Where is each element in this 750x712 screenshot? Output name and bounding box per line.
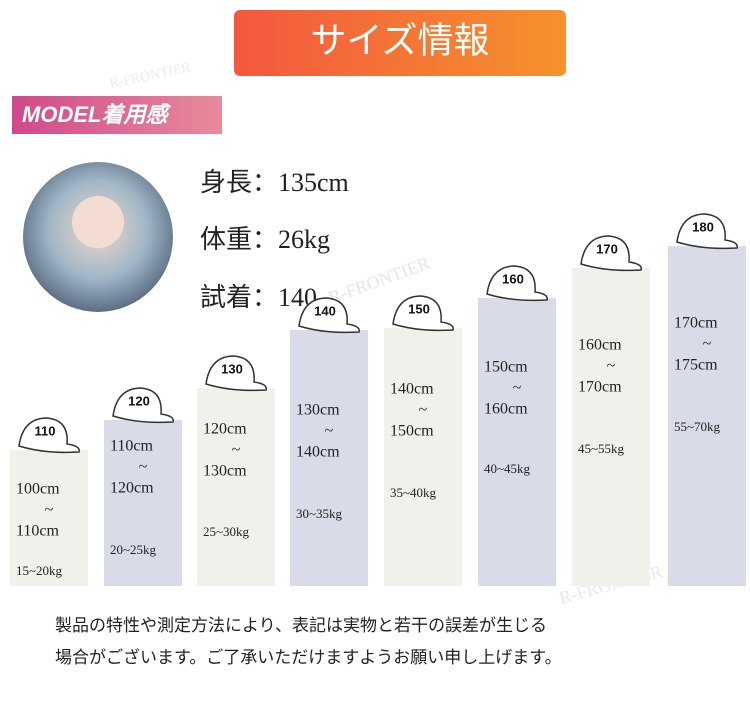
height-range: 170cm — [578, 379, 622, 396]
cap-icon — [298, 297, 360, 334]
height-range: 120cm — [203, 421, 247, 438]
model-stat: 身長：135cm — [200, 168, 349, 197]
model-badge — [12, 96, 222, 134]
weight-range: 55~70kg — [674, 419, 721, 434]
height-range: ~ — [232, 442, 241, 459]
weight-range: 35~40kg — [390, 485, 437, 500]
model-stat: 試着：140 — [200, 283, 317, 312]
cap-size: 130 — [221, 361, 243, 376]
size-column — [668, 246, 746, 586]
size-column — [478, 298, 556, 586]
height-range: 160cm — [578, 337, 622, 354]
height-range: 160cm — [484, 401, 528, 418]
cap-icon — [205, 355, 267, 392]
height-range: 140cm — [296, 444, 340, 461]
cap-icon — [112, 387, 174, 424]
title-box — [234, 10, 566, 76]
height-range: 175cm — [674, 357, 718, 374]
height-range: 110cm — [16, 523, 60, 540]
height-range: ~ — [325, 423, 334, 440]
cap-size: 110 — [35, 423, 56, 438]
height-range: ~ — [513, 380, 522, 397]
cap-size: 170 — [596, 241, 618, 256]
weight-range: 30~35kg — [296, 506, 343, 521]
height-range: 120cm — [110, 480, 154, 497]
height-range: ~ — [45, 502, 54, 519]
weight-range: 40~45kg — [484, 461, 531, 476]
cap-size: 160 — [502, 271, 524, 286]
size-column — [290, 330, 368, 586]
height-range: ~ — [139, 459, 148, 476]
cap-size: 140 — [314, 303, 336, 318]
height-range: 100cm — [16, 481, 60, 498]
height-range: ~ — [607, 358, 616, 375]
size-column — [572, 268, 650, 586]
watermark: R-FRONTIER — [108, 60, 192, 92]
cap-icon — [392, 295, 454, 332]
title: サイズ情報 — [311, 20, 490, 60]
model-face — [72, 196, 124, 248]
cap-icon — [486, 265, 548, 302]
weight-range: 15~20kg — [16, 563, 63, 578]
model-stat: 体重：26kg — [200, 225, 330, 254]
cap-icon — [676, 213, 738, 250]
weight-range: 25~30kg — [203, 524, 250, 539]
note: 製品の特性や測定方法により、表記は実物と若干の誤差が生じる — [55, 616, 547, 635]
cap-size: 180 — [692, 219, 714, 234]
size-column — [104, 420, 182, 586]
model-badge-text: MODEL着用感 — [22, 102, 171, 127]
cap-icon — [18, 417, 80, 454]
size-column — [197, 388, 275, 586]
height-range: ~ — [703, 336, 712, 353]
height-range: 130cm — [296, 402, 340, 419]
weight-range: 45~55kg — [578, 441, 625, 456]
size-column — [10, 450, 88, 586]
weight-range: 20~25kg — [110, 542, 157, 557]
cap-icon — [580, 235, 642, 272]
cap-size: 150 — [408, 301, 430, 316]
height-range: 140cm — [390, 381, 434, 398]
height-range: 110cm — [110, 438, 154, 455]
height-range: 150cm — [484, 359, 528, 376]
height-range: ~ — [419, 402, 428, 419]
height-range: 150cm — [390, 423, 434, 440]
height-range: 170cm — [674, 315, 718, 332]
height-range: 130cm — [203, 463, 247, 480]
note: 場合がございます。ご了承いただけますようお願い申し上げます。 — [55, 647, 562, 667]
size-column — [384, 328, 462, 586]
cap-size: 120 — [128, 393, 150, 408]
